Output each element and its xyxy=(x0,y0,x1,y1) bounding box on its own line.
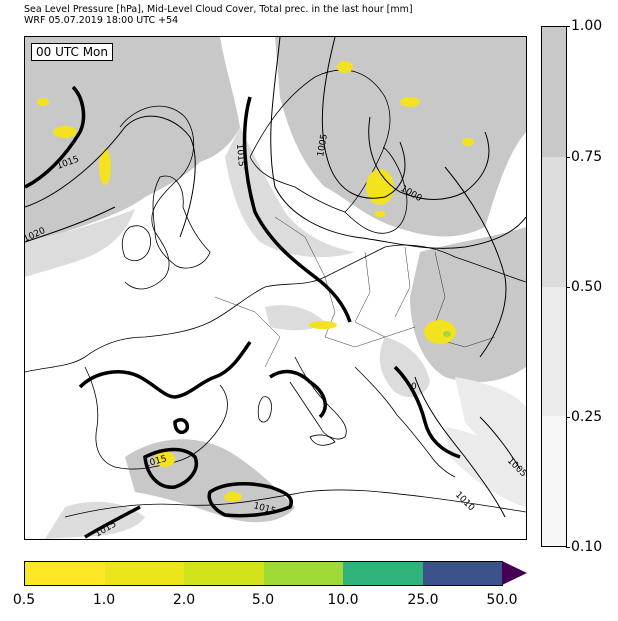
precip-band xyxy=(25,562,105,585)
precip-patch-africa-2 xyxy=(224,492,242,502)
precip-patch-atlantic-1 xyxy=(53,126,77,138)
precip-colorbar xyxy=(24,561,503,586)
coast-balkans xyxy=(354,366,456,478)
cloud-cover-tick: 0.75 xyxy=(565,149,603,165)
isobar-1005-south xyxy=(479,416,521,470)
coast-europe-mainland xyxy=(25,244,526,373)
precip-patch-east-europe xyxy=(424,320,456,344)
precip-patch-baltic xyxy=(462,138,474,146)
precip-patch-scandinavia-1 xyxy=(366,169,394,205)
precip-patch-africa-1 xyxy=(155,451,175,467)
precip-tick: 10.0 xyxy=(327,592,359,608)
isobar-1015-thick-central xyxy=(242,96,352,323)
precip-band xyxy=(263,562,343,585)
cloud-cover-band xyxy=(542,156,566,287)
precip-band xyxy=(422,562,502,585)
coast-sicily xyxy=(309,434,336,446)
isobar-1015-thick-iberia xyxy=(78,341,252,399)
cloud-area-atlantic xyxy=(25,37,240,242)
isobar-1015-thick-island xyxy=(173,418,190,435)
isobar-1010 xyxy=(414,376,506,518)
isobar-1015-thick-balkans xyxy=(393,365,461,459)
title-line-1: Sea Level Pressure [hPa], Mid-Level Clou… xyxy=(24,4,413,15)
coast-ireland xyxy=(121,225,151,261)
coast-italy xyxy=(289,356,347,440)
precip-tick: 2.0 xyxy=(172,592,196,608)
cloud-area-atlantic-edge xyxy=(25,209,135,277)
precip-patch-atlantic-3 xyxy=(37,98,49,106)
map-panel: 1015 1020 1015 1005 1000 1015 1015 1015 … xyxy=(24,36,527,540)
isobar-1005 xyxy=(321,37,406,199)
precip-patch-scandinavia-2 xyxy=(400,97,420,107)
isobar-outer-scandinavia xyxy=(270,37,526,249)
precip-tick: 5.0 xyxy=(251,592,275,608)
isobar-label: 1010 xyxy=(453,490,476,513)
precip-patch-scandinavia-3 xyxy=(337,61,353,73)
cloud-area-east-europe xyxy=(410,227,526,383)
isobar-east xyxy=(444,166,507,358)
precip-patch-atlantic-2 xyxy=(99,149,111,185)
cloud-area-north-sea xyxy=(225,127,355,258)
precip-patch-east-europe-core xyxy=(443,331,451,337)
cloud-cover-tick: 0.50 xyxy=(565,279,603,295)
cloud-cover-band xyxy=(542,286,566,417)
isobar-label: 1015 xyxy=(234,143,246,167)
title-line-2: WRF 05.07.2019 18:00 UTC +54 xyxy=(24,15,179,26)
thick-isobar-layer xyxy=(25,85,461,539)
cloud-area-black-sea xyxy=(455,377,526,467)
coast-sardinia xyxy=(257,396,272,423)
coast-baltic xyxy=(344,146,408,234)
cloud-area-balkans xyxy=(379,337,430,398)
weather-map: 1015 1020 1015 1005 1000 1015 1015 1015 … xyxy=(25,37,526,539)
map-title: Sea Level Pressure [hPa], Mid-Level Clou… xyxy=(24,4,413,26)
isobar-1015-thick-africa-1 xyxy=(143,447,198,489)
border-layer xyxy=(214,216,496,368)
cloud-cover-layer xyxy=(25,37,526,539)
coastline-layer xyxy=(25,69,526,518)
isobar-label: 1005 xyxy=(316,133,330,157)
precip-patch-alps xyxy=(309,321,337,329)
border-lines xyxy=(214,216,496,368)
precip-tick: 0.5 xyxy=(12,592,36,608)
precip-band xyxy=(104,562,184,585)
precip-tick: 25.0 xyxy=(407,592,439,608)
isobar-1000 xyxy=(368,116,490,200)
coast-iberia xyxy=(84,366,228,470)
cloud-cover-band xyxy=(542,27,566,157)
cloud-cover-tick: 0.25 xyxy=(565,409,603,425)
precipitation-layer xyxy=(37,61,474,502)
cloud-cover-tick: 0.10 xyxy=(565,539,603,555)
precip-colorbar-extend-arrow xyxy=(502,561,527,585)
isobar-1015-thick-sw xyxy=(84,505,141,539)
coast-north-africa xyxy=(64,489,526,518)
isobar-1015-thick-atlantic xyxy=(25,85,86,189)
isobar-1015-thick-italy xyxy=(269,369,327,419)
cloud-cover-colorbar xyxy=(541,26,567,547)
coast-iceland-region xyxy=(119,105,194,290)
cloud-cover-band xyxy=(542,416,566,546)
isobar-1015-thick-africa-2 xyxy=(207,481,293,518)
isobar-layer xyxy=(25,37,526,518)
isobar-label: 0 xyxy=(411,382,417,392)
precip-tick: 50.0 xyxy=(486,592,518,608)
cloud-area-scandinavia xyxy=(275,37,526,237)
coast-britain xyxy=(152,175,211,269)
precip-band xyxy=(343,562,423,585)
coast-scandinavia xyxy=(249,69,391,213)
isobar-1015-north xyxy=(25,115,196,238)
isobar-1020 xyxy=(25,206,116,243)
precip-patch-north-sea xyxy=(374,211,386,217)
precip-tick: 1.0 xyxy=(92,592,116,608)
cloud-area-atlas xyxy=(45,501,145,539)
precip-band xyxy=(184,562,264,585)
cloud-cover-tick: 1.00 xyxy=(565,18,603,34)
cloud-area-east-med xyxy=(445,427,526,507)
valid-time-label: 00 UTC Mon xyxy=(31,43,113,61)
